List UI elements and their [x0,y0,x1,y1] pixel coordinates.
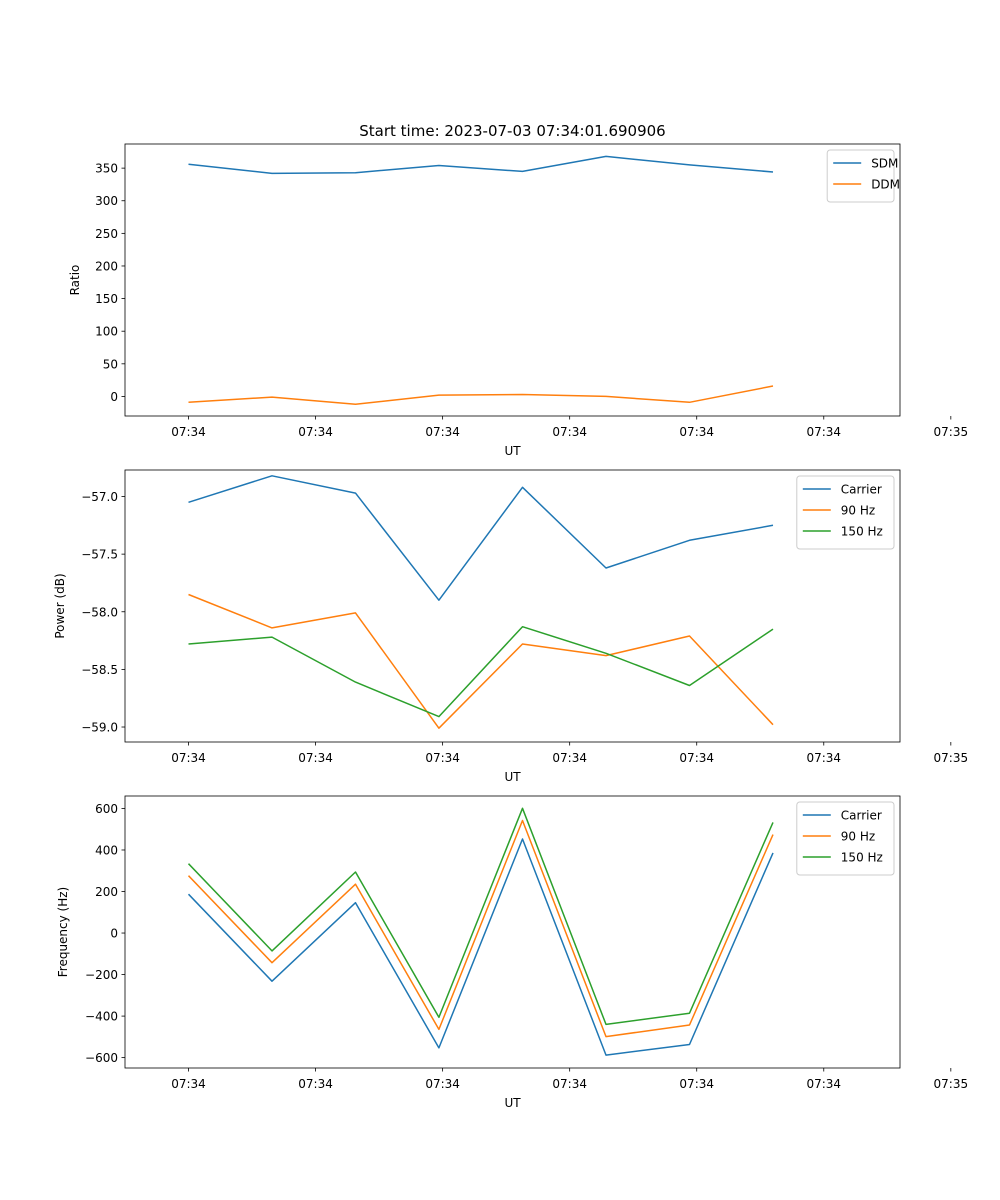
x-tick-label: 07:34 [552,751,587,765]
y-tick-label: 200 [95,259,118,273]
chart-panel-3: −600 −400 −200 0 200 400 600 07:34 07:34 07:34 07:… [56,796,968,1110]
y-tick-label: 150 [95,292,118,306]
x-axis-label: UT [504,444,521,458]
x-tick-label: 07:34 [298,425,333,439]
legend-label-150-hz: 150 Hz [841,525,883,539]
x-tick-label: 07:34 [552,1077,587,1091]
y-tick-label: 50 [103,357,118,371]
legend: Carrier 90 Hz 150 Hz [797,476,894,549]
series-line-90-hz [189,595,774,729]
y-tick-label: 350 [95,162,118,176]
legend-label-carrier: Carrier [841,483,882,497]
legend-label-ddm: DDM [871,178,900,192]
x-tick-label: 07:34 [679,751,714,765]
x-tick-label: 07:35 [934,751,969,765]
chart-panel-2: −59.0 −58.5 −58.0 −57.5 −57.0 07:34 07:34 07:34… [53,470,968,784]
x-axis-label: UT [504,1096,521,1110]
y-tick-label: 400 [95,843,118,857]
x-tick-label: 07:34 [171,425,206,439]
x-tick-label: 07:35 [934,425,969,439]
legend-label-90-hz: 90 Hz [841,504,875,518]
chart-title: Start time: 2023-07-03 07:34:01.690906 [359,122,665,140]
y-axis-label: Frequency (Hz) [56,887,70,978]
y-tick-label: −58.0 [81,605,118,619]
y-tick-label: −600 [85,1051,118,1065]
y-tick-label: −58.5 [81,663,118,677]
series-line-150-hz [189,808,774,1024]
legend-label-carrier: Carrier [841,809,882,823]
x-tick-label: 07:34 [552,425,587,439]
x-axis-label: UT [504,770,521,784]
x-tick-label: 07:34 [425,751,460,765]
y-tick-label: 200 [95,885,118,899]
x-tick-label: 07:34 [171,1077,206,1091]
y-tick-label: −400 [85,1010,118,1024]
x-tick-label: 07:34 [298,1077,333,1091]
x-tick-label: 07:35 [934,1077,969,1091]
legend: SDM DDM [827,150,900,202]
legend-label-90-hz: 90 Hz [841,830,875,844]
series-line-ddm [189,386,774,404]
y-tick-label: 100 [95,325,118,339]
y-axis-label: Ratio [68,265,82,296]
legend-label-150-hz: 150 Hz [841,851,883,865]
y-tick-label: 0 [110,390,118,404]
x-tick-label: 07:34 [806,1077,841,1091]
x-tick-label: 07:34 [679,425,714,439]
y-tick-label: −59.0 [81,721,118,735]
x-tick-label: 07:34 [298,751,333,765]
figure: Start time: 2023-07-03 07:34:01.690906 0… [0,0,1000,1200]
x-tick-label: 07:34 [806,425,841,439]
y-axis-label: Power (dB) [53,573,67,638]
x-tick-label: 07:34 [425,425,460,439]
x-tick-label: 07:34 [425,1077,460,1091]
axes-frame [125,144,900,416]
y-tick-label: −57.0 [81,490,118,504]
x-tick-label: 07:34 [171,751,206,765]
y-tick-label: 250 [95,227,118,241]
x-tick-label: 07:34 [806,751,841,765]
axes-frame [125,796,900,1068]
chart-panel-1: 0 50 100 150 200 250 300 350 07:34 07:34 07:34 07:3… [68,144,968,458]
series-line-sdm [189,156,774,173]
y-tick-label: 300 [95,194,118,208]
y-tick-label: 600 [95,802,118,816]
legend-label-sdm: SDM [871,157,898,171]
x-tick-label: 07:34 [679,1077,714,1091]
series-line-90-hz [189,821,774,1037]
axes-frame [125,470,900,742]
y-tick-label: −57.5 [81,548,118,562]
y-tick-label: −200 [85,968,118,982]
series-line-carrier [189,476,774,600]
legend: Carrier 90 Hz 150 Hz [797,802,894,875]
y-tick-label: 0 [110,927,118,941]
series-line-150-hz [189,627,774,717]
